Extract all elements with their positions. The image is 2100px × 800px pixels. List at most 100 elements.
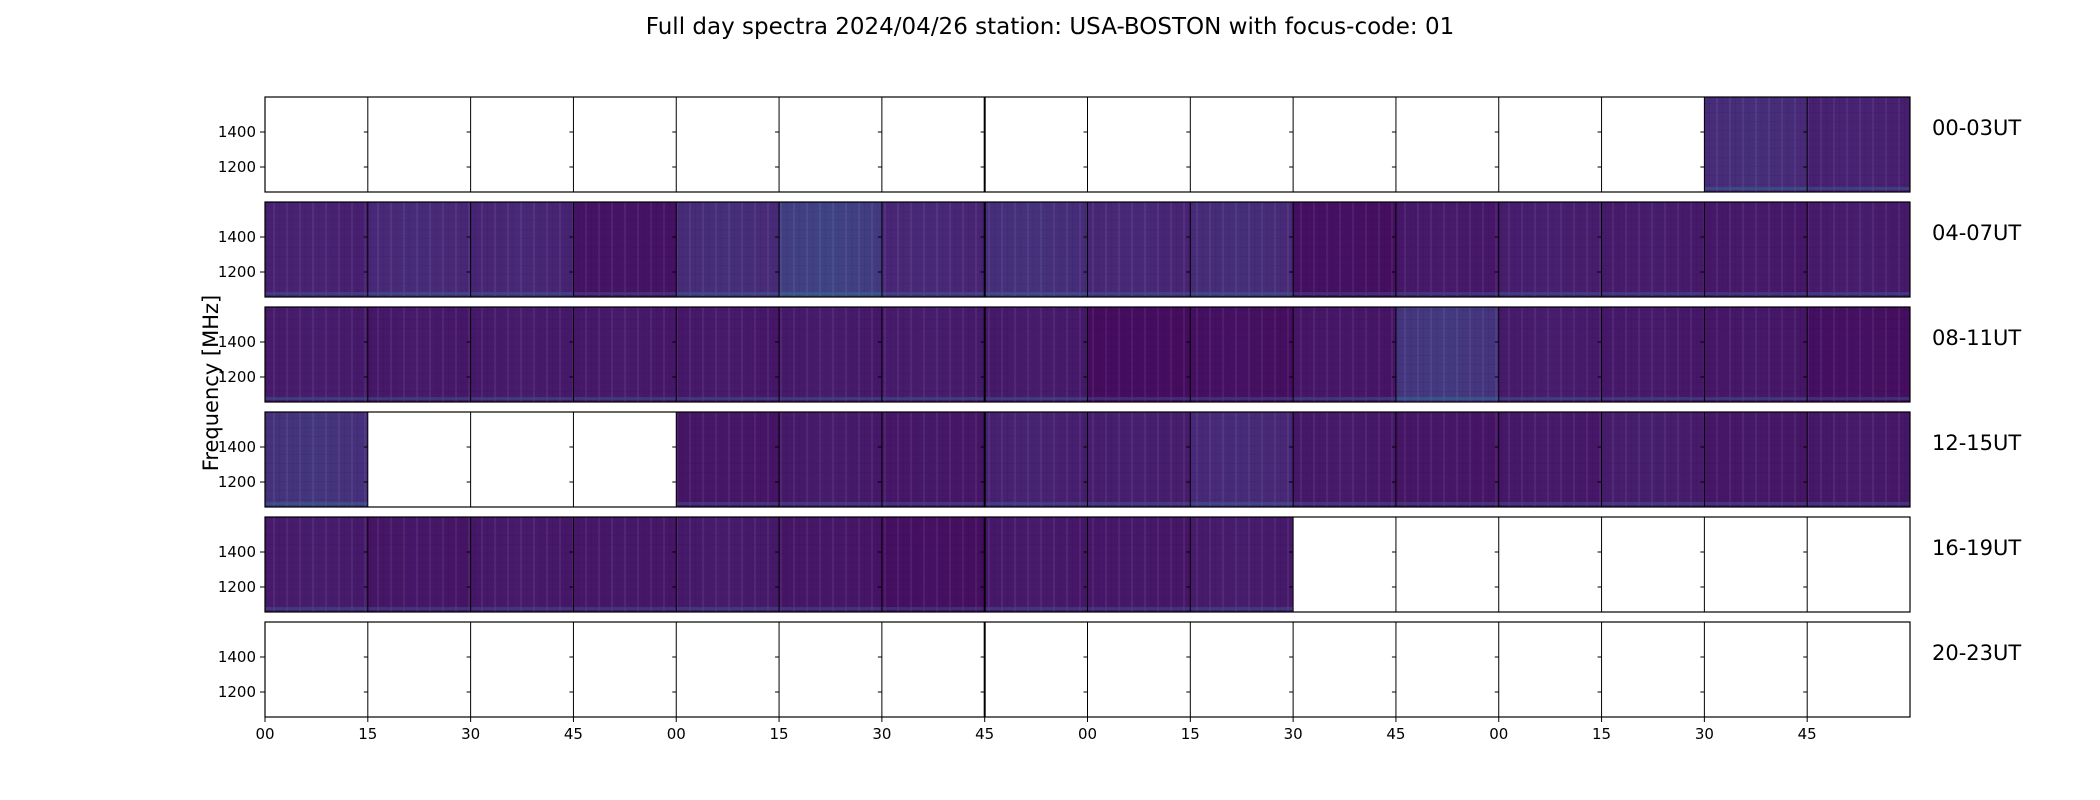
x-tick-label: 45 — [975, 725, 994, 743]
spectrum-texture — [676, 202, 780, 297]
spectrum-texture — [573, 517, 677, 612]
x-tick-label: 00 — [255, 725, 274, 743]
spectrum-edge-band — [1190, 607, 1294, 610]
spectrum-texture — [1807, 202, 1910, 297]
row-time-label: 08-11UT — [1932, 326, 2021, 350]
spectrum-texture — [1807, 412, 1910, 507]
chart-title: Full day spectra 2024/04/26 station: USA… — [646, 14, 1455, 40]
x-tick-label: 30 — [872, 725, 891, 743]
spectrum-edge-band — [1704, 502, 1808, 505]
spectrum-edge-band — [881, 292, 985, 295]
spectrum-texture — [1293, 412, 1396, 507]
spectrum-texture — [265, 202, 368, 297]
spectrum-edge-band — [1498, 502, 1602, 505]
spectrum-texture — [779, 307, 882, 402]
spectra-rows: 1400 1200 00-03UT 1400 1200 04-07UT 1400 1200 08… — [218, 96, 2021, 718]
x-tick-label: 45 — [564, 725, 583, 743]
spectrum-texture — [1395, 307, 1499, 402]
spectrum-texture — [676, 517, 780, 612]
spectrum-texture — [470, 307, 574, 402]
x-tick-label: 00 — [1078, 725, 1097, 743]
spectrum-edge-band — [984, 292, 1088, 295]
y-axis-label: Frequency [MHz] — [199, 295, 223, 471]
spectrum-texture — [1087, 517, 1191, 612]
spectrum-texture — [1395, 202, 1499, 297]
spectrum-texture — [573, 202, 677, 297]
spectrum-texture — [1601, 307, 1705, 402]
spectrum-texture — [779, 412, 882, 507]
y-tick-label: 1200 — [218, 368, 256, 386]
row-time-label: 04-07UT — [1932, 221, 2021, 245]
spectrum-texture — [984, 517, 1088, 612]
spectrum-edge-band — [1704, 292, 1808, 295]
spectrum-texture — [1293, 202, 1396, 297]
x-tick-label: 15 — [1592, 725, 1611, 743]
spectrum-edge-band — [881, 607, 985, 610]
spectrum-texture — [881, 412, 985, 507]
spectrum-edge-band — [1498, 397, 1602, 400]
spectrum-edge-band — [676, 607, 780, 610]
spectrum-edge-band — [881, 502, 985, 505]
spectrum-texture — [265, 517, 368, 612]
y-tick-label: 1200 — [218, 473, 256, 491]
spectrum-edge-band — [265, 607, 368, 610]
y-tick-label: 1400 — [218, 333, 256, 351]
spectrum-edge-band — [265, 502, 368, 505]
y-tick-label: 1400 — [218, 648, 256, 666]
spectrum-edge-band — [1190, 397, 1294, 400]
spectrum-edge-band — [984, 502, 1088, 505]
spectrum-edge-band — [1087, 502, 1191, 505]
spectrum-edge-band — [1293, 292, 1396, 295]
spectrum-texture — [881, 202, 985, 297]
x-tick-label: 15 — [358, 725, 377, 743]
y-tick-label: 1400 — [218, 123, 256, 141]
row-16-19UT: 1400 1200 16-19UT — [218, 516, 2021, 613]
x-tick-label: 30 — [1695, 725, 1714, 743]
spectrum-texture — [265, 307, 368, 402]
x-tick-label: 30 — [1284, 725, 1303, 743]
spectrum-texture — [1807, 97, 1910, 192]
x-tick-label: 00 — [1489, 725, 1508, 743]
row-20-23UT: 1400 1200 20-23UT — [218, 621, 2021, 718]
spectrum-edge-band — [1087, 397, 1191, 400]
x-tick-label: 00 — [667, 725, 686, 743]
spectrum-texture — [676, 307, 780, 402]
row-time-label: 12-15UT — [1932, 431, 2021, 455]
spectrum-edge-band — [367, 607, 471, 610]
y-tick-label: 1200 — [218, 158, 256, 176]
x-tick-label: 45 — [1386, 725, 1405, 743]
spectrum-texture — [1807, 307, 1910, 402]
spectrum-edge-band — [470, 292, 574, 295]
spectrum-texture — [984, 412, 1088, 507]
row-08-11UT: 1400 1200 08-11UT — [218, 306, 2021, 403]
x-tick-label: 30 — [461, 725, 480, 743]
x-tick-label: 15 — [1181, 725, 1200, 743]
spectrum-texture — [1498, 412, 1602, 507]
spectrum-texture — [1498, 202, 1602, 297]
spectrum-edge-band — [1395, 397, 1499, 400]
spectrum-texture — [779, 517, 882, 612]
spectrum-edge-band — [1807, 502, 1910, 505]
spectrum-edge-band — [470, 607, 574, 610]
spectrum-edge-band — [1395, 292, 1499, 295]
spectrum-edge-band — [881, 397, 985, 400]
y-tick-label: 1400 — [218, 438, 256, 456]
spectrum-texture — [1395, 412, 1499, 507]
spectrum-texture — [1704, 307, 1808, 402]
spectrum-edge-band — [779, 502, 882, 505]
spectrum-edge-band — [367, 292, 471, 295]
y-tick-label: 1200 — [218, 578, 256, 596]
spectrum-edge-band — [1087, 292, 1191, 295]
spectrum-edge-band — [676, 397, 780, 400]
spectrum-texture — [1087, 202, 1191, 297]
spectrum-texture — [779, 202, 882, 297]
spectrum-edge-band — [1293, 502, 1396, 505]
spectrum-edge-band — [573, 607, 677, 610]
spectrum-texture — [1190, 517, 1294, 612]
y-tick-label: 1400 — [218, 543, 256, 561]
spectrum-texture — [1293, 307, 1396, 402]
spectrum-edge-band — [367, 397, 471, 400]
spectrum-texture — [470, 517, 574, 612]
row-time-label: 00-03UT — [1932, 116, 2021, 140]
